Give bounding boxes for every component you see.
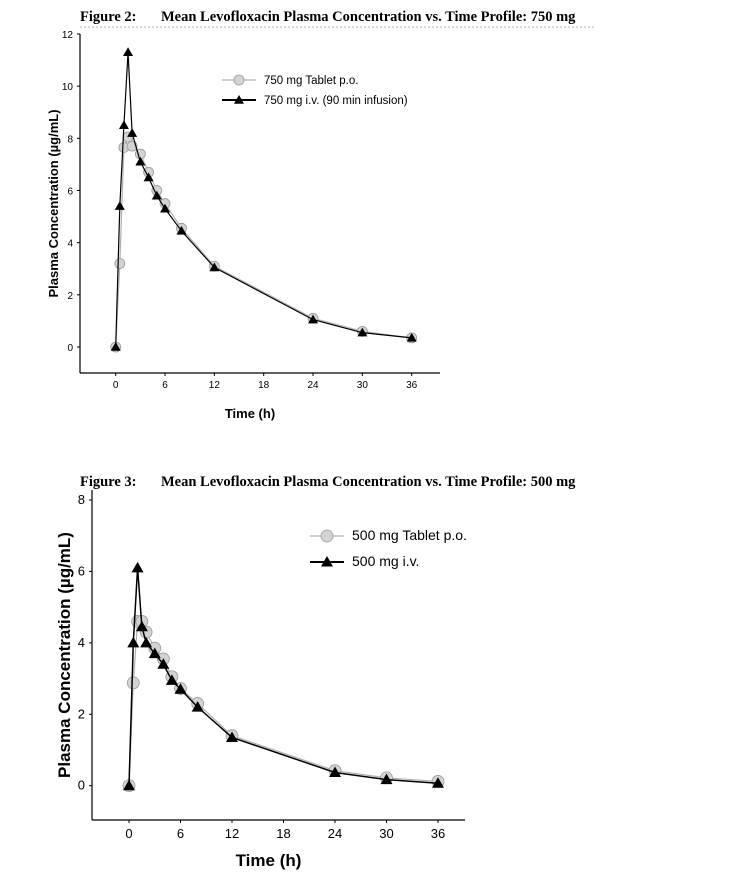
y-axis-label: Plasma Concentration (µg/mL) bbox=[46, 109, 61, 297]
y-tick-label: 2 bbox=[78, 706, 85, 721]
x-tick-label: 30 bbox=[379, 826, 393, 841]
legend-entry: 500 mg i.v. bbox=[310, 553, 419, 569]
y-tick-label: 8 bbox=[67, 134, 73, 145]
data-point-triangle bbox=[148, 647, 161, 659]
y-tick-label: 6 bbox=[67, 187, 73, 198]
data-point-triangle bbox=[191, 701, 204, 712]
y-tick-label: 8 bbox=[78, 492, 85, 507]
data-point-triangle bbox=[135, 620, 148, 632]
data-point-triangle bbox=[165, 674, 178, 685]
y-axis-label: Plasma Concentration (µg/mL) bbox=[55, 532, 74, 778]
x-axis-label: Time (h) bbox=[225, 406, 275, 421]
x-tick-label: 0 bbox=[113, 380, 119, 391]
figure-3-label: Figure 3: bbox=[80, 474, 137, 490]
x-tick-label: 0 bbox=[125, 826, 132, 841]
data-point-triangle bbox=[151, 190, 162, 200]
legend-entry: 750 mg Tablet p.o. bbox=[222, 74, 358, 87]
x-tick-label: 24 bbox=[307, 380, 319, 391]
x-tick-label: 30 bbox=[357, 380, 369, 391]
y-tick-label: 4 bbox=[67, 239, 73, 250]
figure-2-title: Mean Levofloxacin Plasma Concentration v… bbox=[161, 9, 576, 25]
data-point-triangle bbox=[114, 201, 125, 210]
series-line bbox=[128, 620, 439, 786]
data-point-triangle bbox=[143, 172, 154, 182]
x-tick-label: 36 bbox=[406, 380, 418, 391]
data-point-circle bbox=[114, 258, 126, 269]
y-tick-label: 0 bbox=[78, 778, 85, 793]
data-point-triangle bbox=[123, 779, 135, 791]
x-tick-label: 6 bbox=[177, 826, 184, 841]
series-tablet bbox=[110, 131, 418, 353]
data-point-triangle bbox=[432, 777, 444, 788]
data-point-triangle bbox=[406, 332, 417, 342]
data-point-triangle bbox=[135, 156, 146, 166]
data-point-triangle bbox=[380, 773, 393, 785]
figure-3-title: Mean Levofloxacin Plasma Concentration v… bbox=[161, 474, 576, 490]
figure-2: Figure 2: Mean Levofloxacin Plasma Conce… bbox=[46, 9, 596, 421]
x-tick-label: 36 bbox=[431, 826, 445, 841]
data-point-triangle bbox=[357, 327, 368, 337]
data-point-triangle bbox=[329, 766, 341, 777]
x-tick-label: 12 bbox=[225, 826, 239, 841]
series-line bbox=[115, 135, 412, 348]
data-point-triangle bbox=[110, 342, 121, 351]
series-line bbox=[115, 52, 412, 348]
data-point-triangle bbox=[123, 47, 134, 57]
data-point-triangle bbox=[140, 636, 153, 648]
data-point-triangle bbox=[176, 225, 187, 235]
data-point-triangle bbox=[131, 561, 144, 573]
y-tick-label: 2 bbox=[67, 291, 73, 302]
legend-label: 750 mg Tablet p.o. bbox=[264, 75, 358, 87]
data-point-triangle bbox=[127, 128, 138, 137]
figure-3: Figure 3: Mean Levofloxacin Plasma Conce… bbox=[55, 474, 576, 870]
legend-label: 500 mg i.v. bbox=[352, 553, 419, 569]
data-point-triangle bbox=[308, 314, 319, 324]
series-iv bbox=[110, 47, 417, 351]
series-tablet bbox=[122, 615, 445, 793]
data-point-triangle bbox=[234, 95, 244, 104]
data-point-triangle bbox=[321, 556, 333, 567]
data-point-triangle bbox=[226, 731, 238, 742]
x-tick-label: 12 bbox=[209, 380, 221, 391]
legend-label: 500 mg Tablet p.o. bbox=[352, 527, 467, 543]
y-tick-label: 4 bbox=[78, 635, 85, 650]
data-point-triangle bbox=[160, 203, 171, 213]
x-tick-label: 24 bbox=[328, 826, 342, 841]
x-tick-label: 18 bbox=[276, 826, 290, 841]
data-point-triangle bbox=[127, 636, 140, 648]
series-line bbox=[128, 567, 439, 786]
x-tick-label: 6 bbox=[162, 380, 168, 391]
y-tick-label: 0 bbox=[67, 343, 73, 354]
data-point-triangle bbox=[157, 658, 170, 669]
legend-label: 750 mg i.v. (90 min infusion) bbox=[264, 95, 408, 107]
y-tick-label: 10 bbox=[62, 82, 74, 93]
figure-2-label: Figure 2: bbox=[80, 9, 137, 25]
legend-entry: 500 mg Tablet p.o. bbox=[310, 527, 467, 543]
x-tick-label: 18 bbox=[258, 380, 270, 391]
data-point-triangle bbox=[209, 262, 220, 272]
data-point-triangle bbox=[118, 120, 129, 130]
data-point-circle bbox=[126, 676, 140, 690]
legend-entry: 750 mg i.v. (90 min infusion) bbox=[222, 95, 408, 107]
y-tick-label: 12 bbox=[62, 30, 74, 41]
y-tick-label: 6 bbox=[78, 563, 85, 578]
series-iv bbox=[123, 561, 444, 791]
x-axis-label: Time (h) bbox=[236, 851, 302, 870]
data-point-triangle bbox=[174, 683, 187, 694]
data-point-circle bbox=[233, 74, 245, 86]
data-point-circle bbox=[320, 529, 334, 543]
